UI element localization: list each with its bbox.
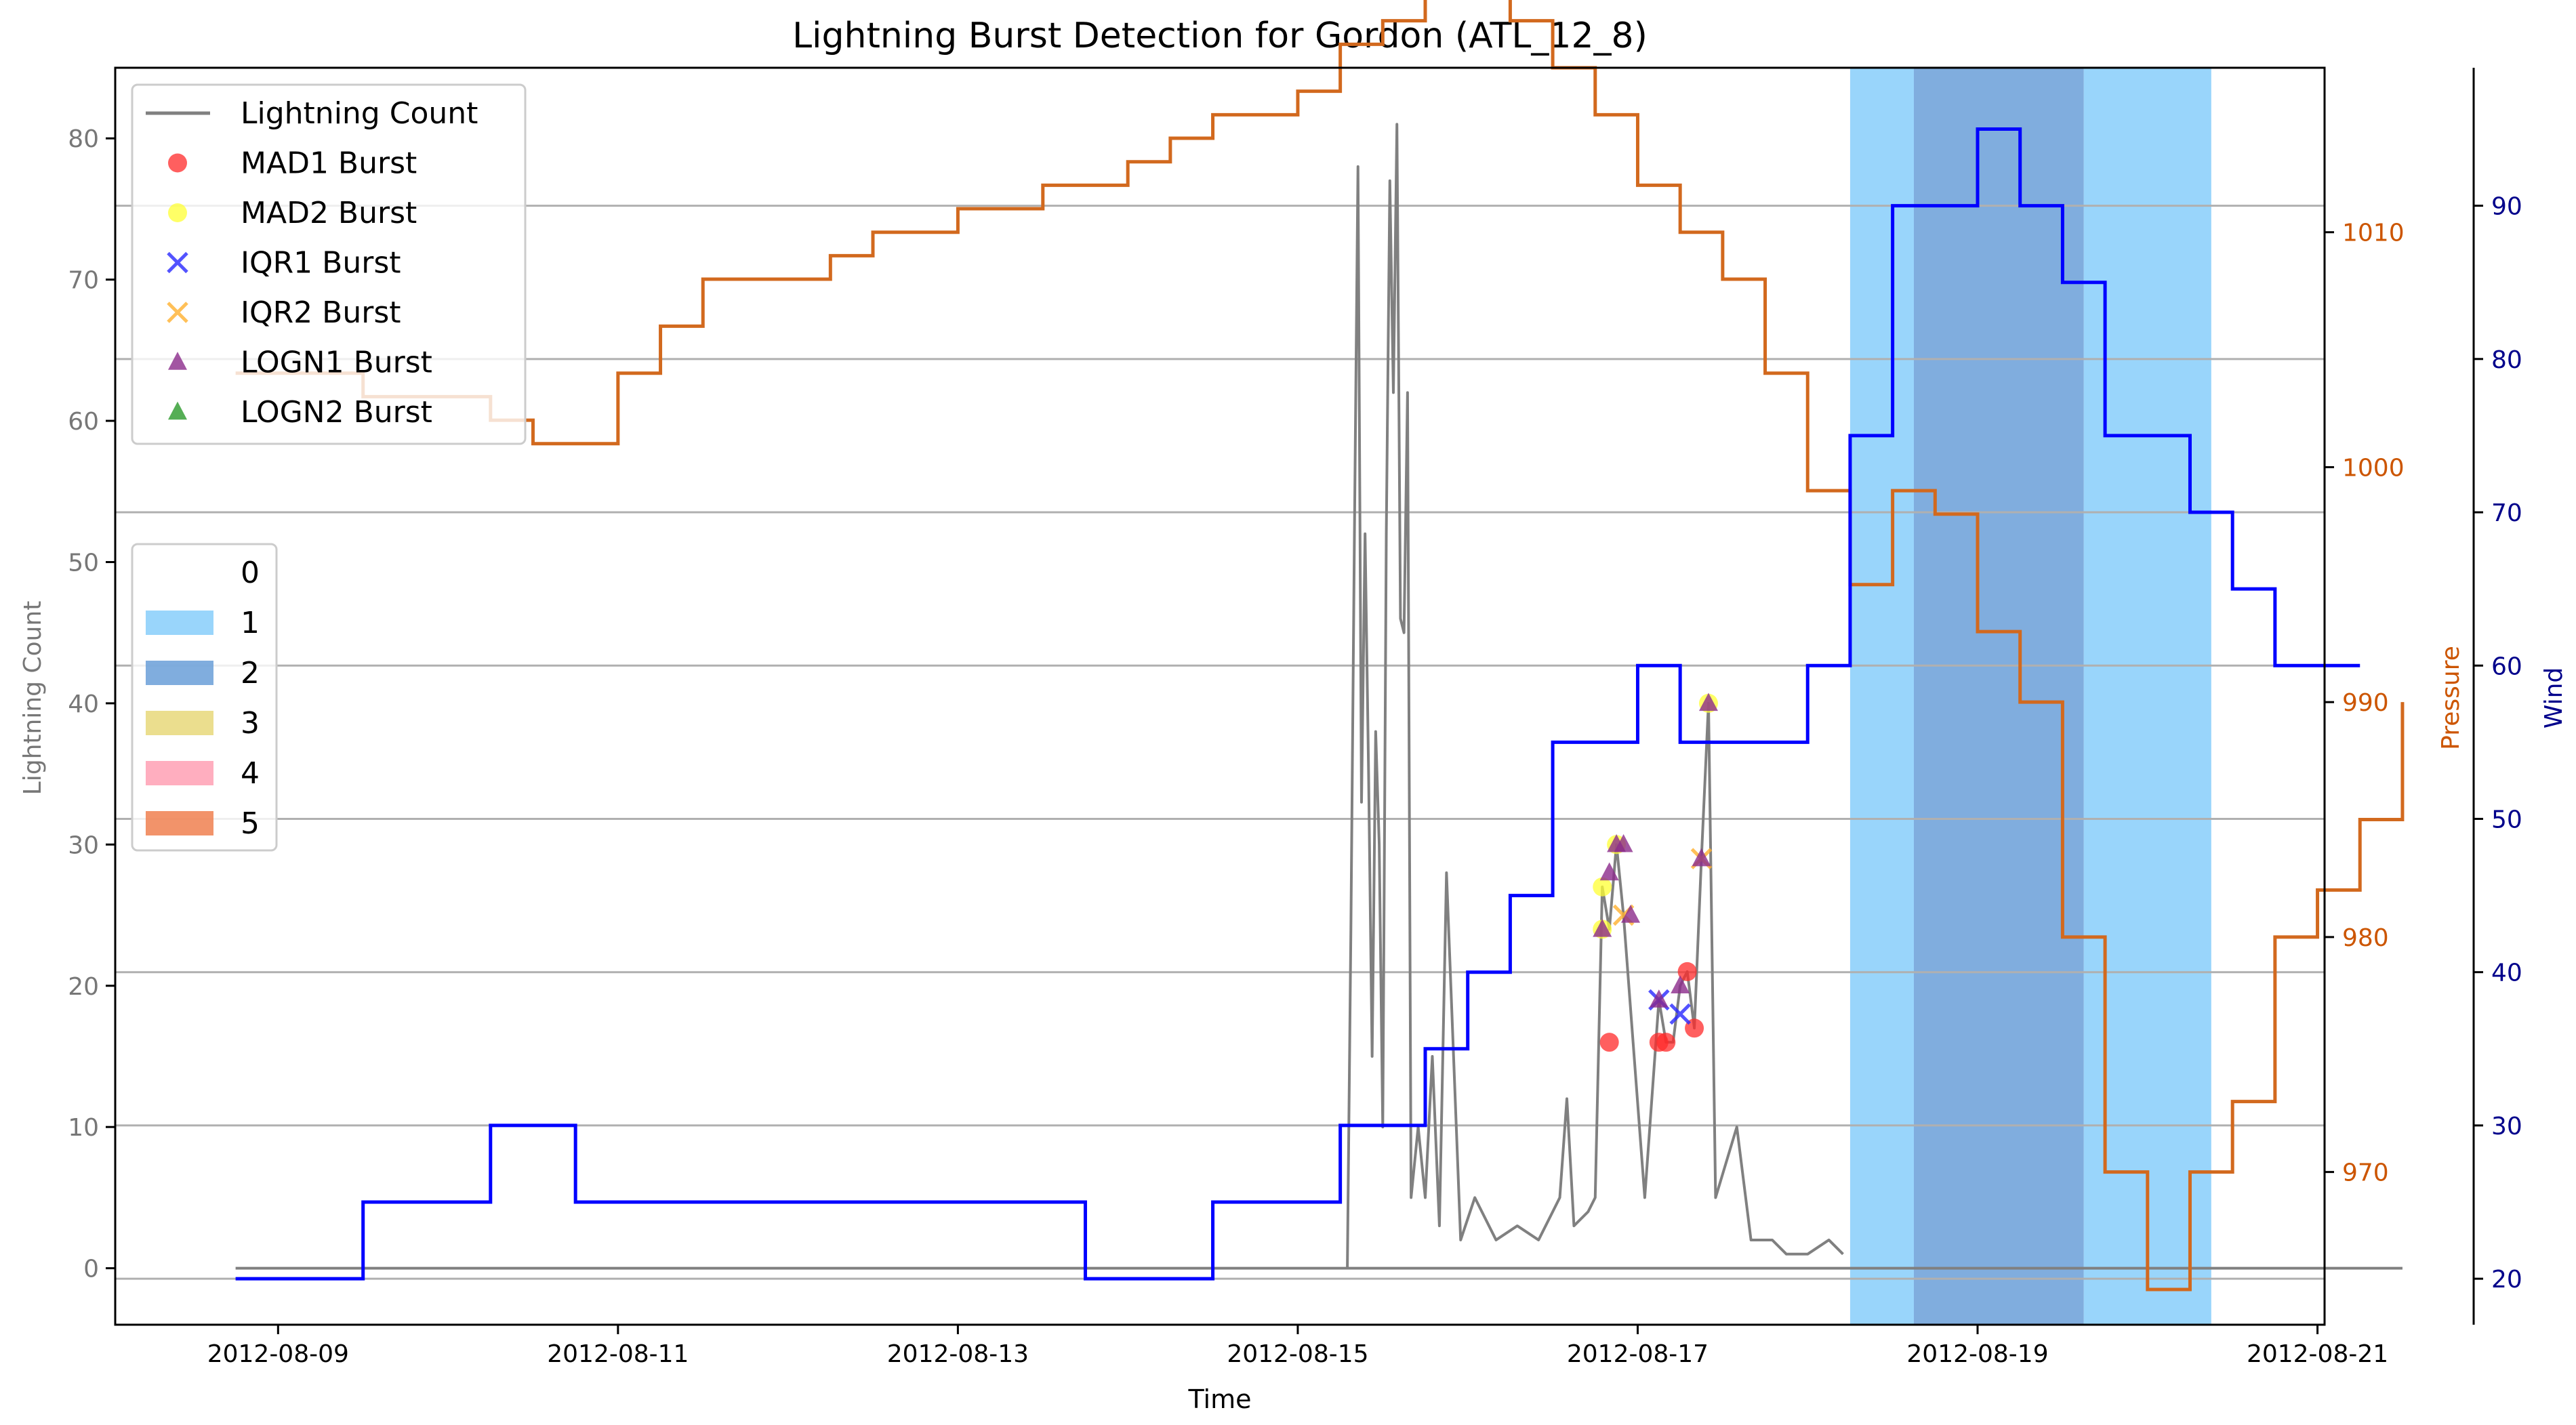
category-span-1 <box>1849 68 1914 1325</box>
category-spans <box>1849 68 2211 1325</box>
series-legend: Lightning Count MAD1 Burst MAD2 Burst IQR1 … <box>131 83 527 445</box>
wind-series <box>235 127 2360 1281</box>
y-axis-label-lightning: Lightning Count <box>19 601 47 796</box>
y-tick-label: 40 <box>68 690 99 718</box>
category-span-1 <box>2083 68 2211 1325</box>
x-tick-label: 2012-08-17 <box>1567 1340 1709 1368</box>
category-span-2 <box>1913 68 2084 1325</box>
legend-box <box>131 83 527 445</box>
y-axis-lightning: 0 10 20 30 40 50 60 70 80 <box>68 125 115 1283</box>
wind-line <box>235 127 2360 1281</box>
category-swatch <box>146 761 213 785</box>
category-swatch <box>146 661 213 685</box>
y-tick-label: 70 <box>68 267 99 295</box>
y-tick-label: 10 <box>68 1114 99 1142</box>
category-swatch <box>146 560 213 585</box>
wind-tick-label: 80 <box>2491 346 2522 374</box>
pressure-tick-label: 970 <box>2342 1159 2389 1187</box>
burst-logn1 <box>1593 919 1612 937</box>
pressure-tick-label: 1010 <box>2342 220 2405 247</box>
legend-marker-x <box>167 302 188 323</box>
y-axis-wind: 20 30 40 50 60 70 80 90 <box>2472 68 2522 1325</box>
y-tick-label: 80 <box>68 125 99 153</box>
legend-marker-circle <box>168 153 187 173</box>
legend-marker-triangle <box>168 352 187 370</box>
plot-frame <box>114 66 2326 1326</box>
x-tick-label: 2012-08-11 <box>547 1340 689 1368</box>
y-tick-label: 50 <box>68 549 99 577</box>
burst-logn1 <box>1614 833 1633 852</box>
wind-tick-label: 60 <box>2491 653 2522 680</box>
wind-tick-label: 50 <box>2491 806 2522 833</box>
legend-label: MAD1 Burst <box>241 146 417 181</box>
pressure-tick-label: 1000 <box>2342 454 2405 482</box>
category-label: 4 <box>241 756 260 791</box>
x-tick-label: 2012-08-09 <box>207 1340 349 1368</box>
x-tick-label: 2012-08-13 <box>887 1340 1029 1368</box>
category-label: 3 <box>241 706 260 741</box>
legend-label: LOGN1 Burst <box>241 346 432 380</box>
y-axis-label-pressure: Pressure <box>2437 646 2465 750</box>
legend-label: MAD2 Burst <box>241 196 417 230</box>
wind-tick-label: 40 <box>2491 959 2522 987</box>
wind-tick-label: 20 <box>2491 1266 2522 1294</box>
wind-tick-label: 90 <box>2491 193 2522 221</box>
x-tick-label: 2012-08-21 <box>2247 1340 2388 1368</box>
burst-logn1 <box>1599 862 1619 881</box>
y-tick-label: 20 <box>68 973 99 1001</box>
legend-label: IQR1 Burst <box>241 246 401 281</box>
legend-marker-x <box>167 251 188 274</box>
y-tick-label: 60 <box>68 408 99 436</box>
lightning-series <box>235 123 2403 1270</box>
x-axis-label: Time <box>1188 1384 1252 1414</box>
category-label: 2 <box>241 656 260 690</box>
x-axis: 2012-08-09 2012-08-11 2012-08-13 2012-08-15… <box>207 1325 2388 1368</box>
category-legend: 0 1 2 3 4 5 <box>131 543 278 852</box>
legend-label: IQR2 Burst <box>241 295 401 330</box>
burst-logn1 <box>1698 693 1718 711</box>
category-label: 0 <box>241 556 260 590</box>
category-swatch <box>146 811 213 835</box>
y-tick-label: 0 <box>83 1256 99 1283</box>
x-tick-label: 2012-08-15 <box>1227 1340 1368 1368</box>
burst-iqr1 <box>1669 1003 1691 1025</box>
category-label: 5 <box>241 806 260 841</box>
y-tick-label: 30 <box>68 831 99 859</box>
x-tick-label: 2012-08-19 <box>1906 1340 2048 1368</box>
burst-logn1 <box>1692 848 1711 867</box>
legend-marker-circle <box>168 203 187 222</box>
burst-mad1 <box>1656 1033 1676 1052</box>
burst-logn1 <box>1649 989 1669 1008</box>
burst-mad1 <box>1677 962 1697 981</box>
wind-tick-label: 70 <box>2491 499 2522 527</box>
category-label: 1 <box>241 606 260 640</box>
category-swatch <box>146 711 213 735</box>
burst-mad2 <box>1593 877 1612 896</box>
chart-title: Lightning Burst Detection for Gordon (AT… <box>792 16 1648 56</box>
legend-label: Lightning Count <box>241 96 478 131</box>
lightning-line <box>1346 123 1844 1268</box>
wind-tick-label: 30 <box>2491 1113 2522 1140</box>
pressure-tick-label: 980 <box>2342 924 2389 952</box>
y-axis-label-wind: Wind <box>2540 667 2568 728</box>
burst-mad1 <box>1599 1033 1619 1052</box>
category-swatch <box>146 611 213 635</box>
legend-marker-triangle <box>168 401 187 420</box>
burst-logn1 <box>1671 975 1690 993</box>
burst-logn1 <box>1621 905 1641 923</box>
legend-label: LOGN2 Burst <box>241 395 432 430</box>
pressure-tick-label: 990 <box>2342 689 2389 717</box>
y-axis-pressure: 970 980 990 1000 1010 <box>2325 220 2405 1187</box>
burst-markers <box>1593 693 1718 1052</box>
